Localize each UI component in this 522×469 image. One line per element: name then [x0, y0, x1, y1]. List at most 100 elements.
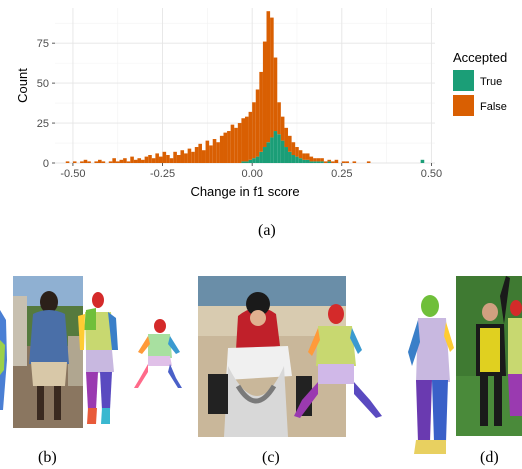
bar-false [248, 111, 253, 160]
bar-false [173, 151, 177, 163]
bar-false [270, 17, 274, 138]
bar-true [313, 161, 317, 163]
bar-false [158, 156, 163, 163]
bar-false [277, 102, 281, 135]
bar-false [295, 147, 299, 157]
bar-false [234, 127, 238, 163]
mesh-figure-squat [130, 318, 185, 390]
bar-false [309, 156, 314, 162]
bar-true [270, 137, 274, 163]
bar-false [327, 159, 332, 162]
bar-true [288, 151, 292, 163]
bar-false [162, 151, 167, 163]
x-tick-label: 0.00 [241, 168, 262, 180]
bar-true [305, 159, 310, 163]
bar-false [230, 124, 235, 163]
legend-swatch-false [453, 95, 474, 116]
bar-false [352, 161, 357, 163]
bar-false [291, 142, 296, 156]
histogram-chart: -0.50 -0.25 0.00 0.25 0.50 0 25 50 75 Change in … [15, 8, 507, 199]
bar-false [169, 158, 174, 163]
legend-title: Accepted [453, 50, 507, 65]
caption-a: (a) [258, 222, 276, 239]
bar-false [219, 135, 224, 163]
axes: -0.50 -0.25 0.00 0.25 0.50 0 25 50 75 [37, 38, 442, 180]
bar-true [302, 159, 306, 163]
y-tick-label: 25 [37, 118, 49, 130]
bar-false [80, 161, 84, 163]
bar-false [331, 161, 335, 163]
bar-true [241, 161, 245, 163]
bar-true [320, 161, 324, 163]
legend-label-true: True [480, 76, 502, 88]
bar-false [345, 161, 349, 163]
bar-false [130, 156, 134, 163]
x-tick-label: 0.25 [331, 168, 352, 180]
bar-true [291, 155, 296, 163]
y-axis-label: Count [15, 68, 30, 103]
bar-false [126, 161, 131, 163]
bar-false [320, 158, 324, 162]
bar-false [305, 153, 310, 160]
x-tick-label: 0.50 [421, 168, 442, 180]
bar-false [209, 145, 213, 163]
bar-false [151, 158, 156, 163]
bar-false [341, 161, 346, 163]
bar-false [201, 150, 206, 163]
bar-false [313, 158, 317, 162]
bar-false [280, 116, 285, 141]
bar-false [259, 71, 263, 152]
bar-true [284, 147, 289, 163]
bar-false [266, 11, 271, 143]
y-tick-label: 75 [37, 38, 49, 50]
bar-true [259, 151, 263, 163]
x-tick-label: -0.25 [150, 168, 175, 180]
bar-false [123, 158, 127, 163]
bar-true [295, 156, 299, 163]
bar-false [144, 156, 149, 163]
bar-true [327, 161, 332, 163]
photo-person-back-view [13, 276, 83, 428]
y-tick-label: 50 [37, 78, 49, 90]
bar-true [262, 147, 267, 163]
legend-label-false: False [480, 101, 507, 113]
bar-false [184, 153, 188, 163]
bar-false [176, 155, 181, 163]
bar-false [366, 161, 371, 163]
mesh-figure-rider [290, 300, 390, 430]
bar-false [323, 161, 328, 163]
x-axis-label: Change in f1 score [190, 184, 299, 199]
bar-false [112, 158, 116, 163]
bar-false [284, 127, 289, 148]
legend: Accepted True False [453, 50, 507, 116]
bar-false [194, 147, 199, 163]
bar-false [298, 150, 303, 159]
y-tick-label: 0 [43, 158, 49, 170]
bar-false [255, 89, 260, 157]
bar-false [155, 153, 159, 163]
bar-true [277, 134, 281, 163]
bar-true [273, 131, 278, 163]
mesh-figure-partial [0, 300, 8, 415]
bar-true [298, 158, 303, 163]
caption-d: (d) [480, 449, 499, 466]
bar-false [137, 158, 142, 163]
bar-false [141, 159, 145, 163]
bar-true [245, 161, 249, 163]
bar-false [101, 161, 106, 163]
bar-false [205, 140, 210, 163]
bar-true [316, 161, 321, 163]
bar-false [191, 151, 195, 163]
bar-false [108, 161, 113, 163]
bar-false [72, 161, 77, 163]
x-tick-label: -0.50 [60, 168, 85, 180]
mesh-figure-referee [506, 296, 522, 436]
bar-true [309, 161, 314, 163]
bar-false [83, 159, 88, 163]
bar-false [166, 155, 170, 163]
bar-false [216, 142, 220, 163]
bar-false [316, 158, 321, 162]
bar-false [133, 159, 138, 163]
bar-false [273, 57, 278, 132]
bar-false [223, 132, 228, 163]
